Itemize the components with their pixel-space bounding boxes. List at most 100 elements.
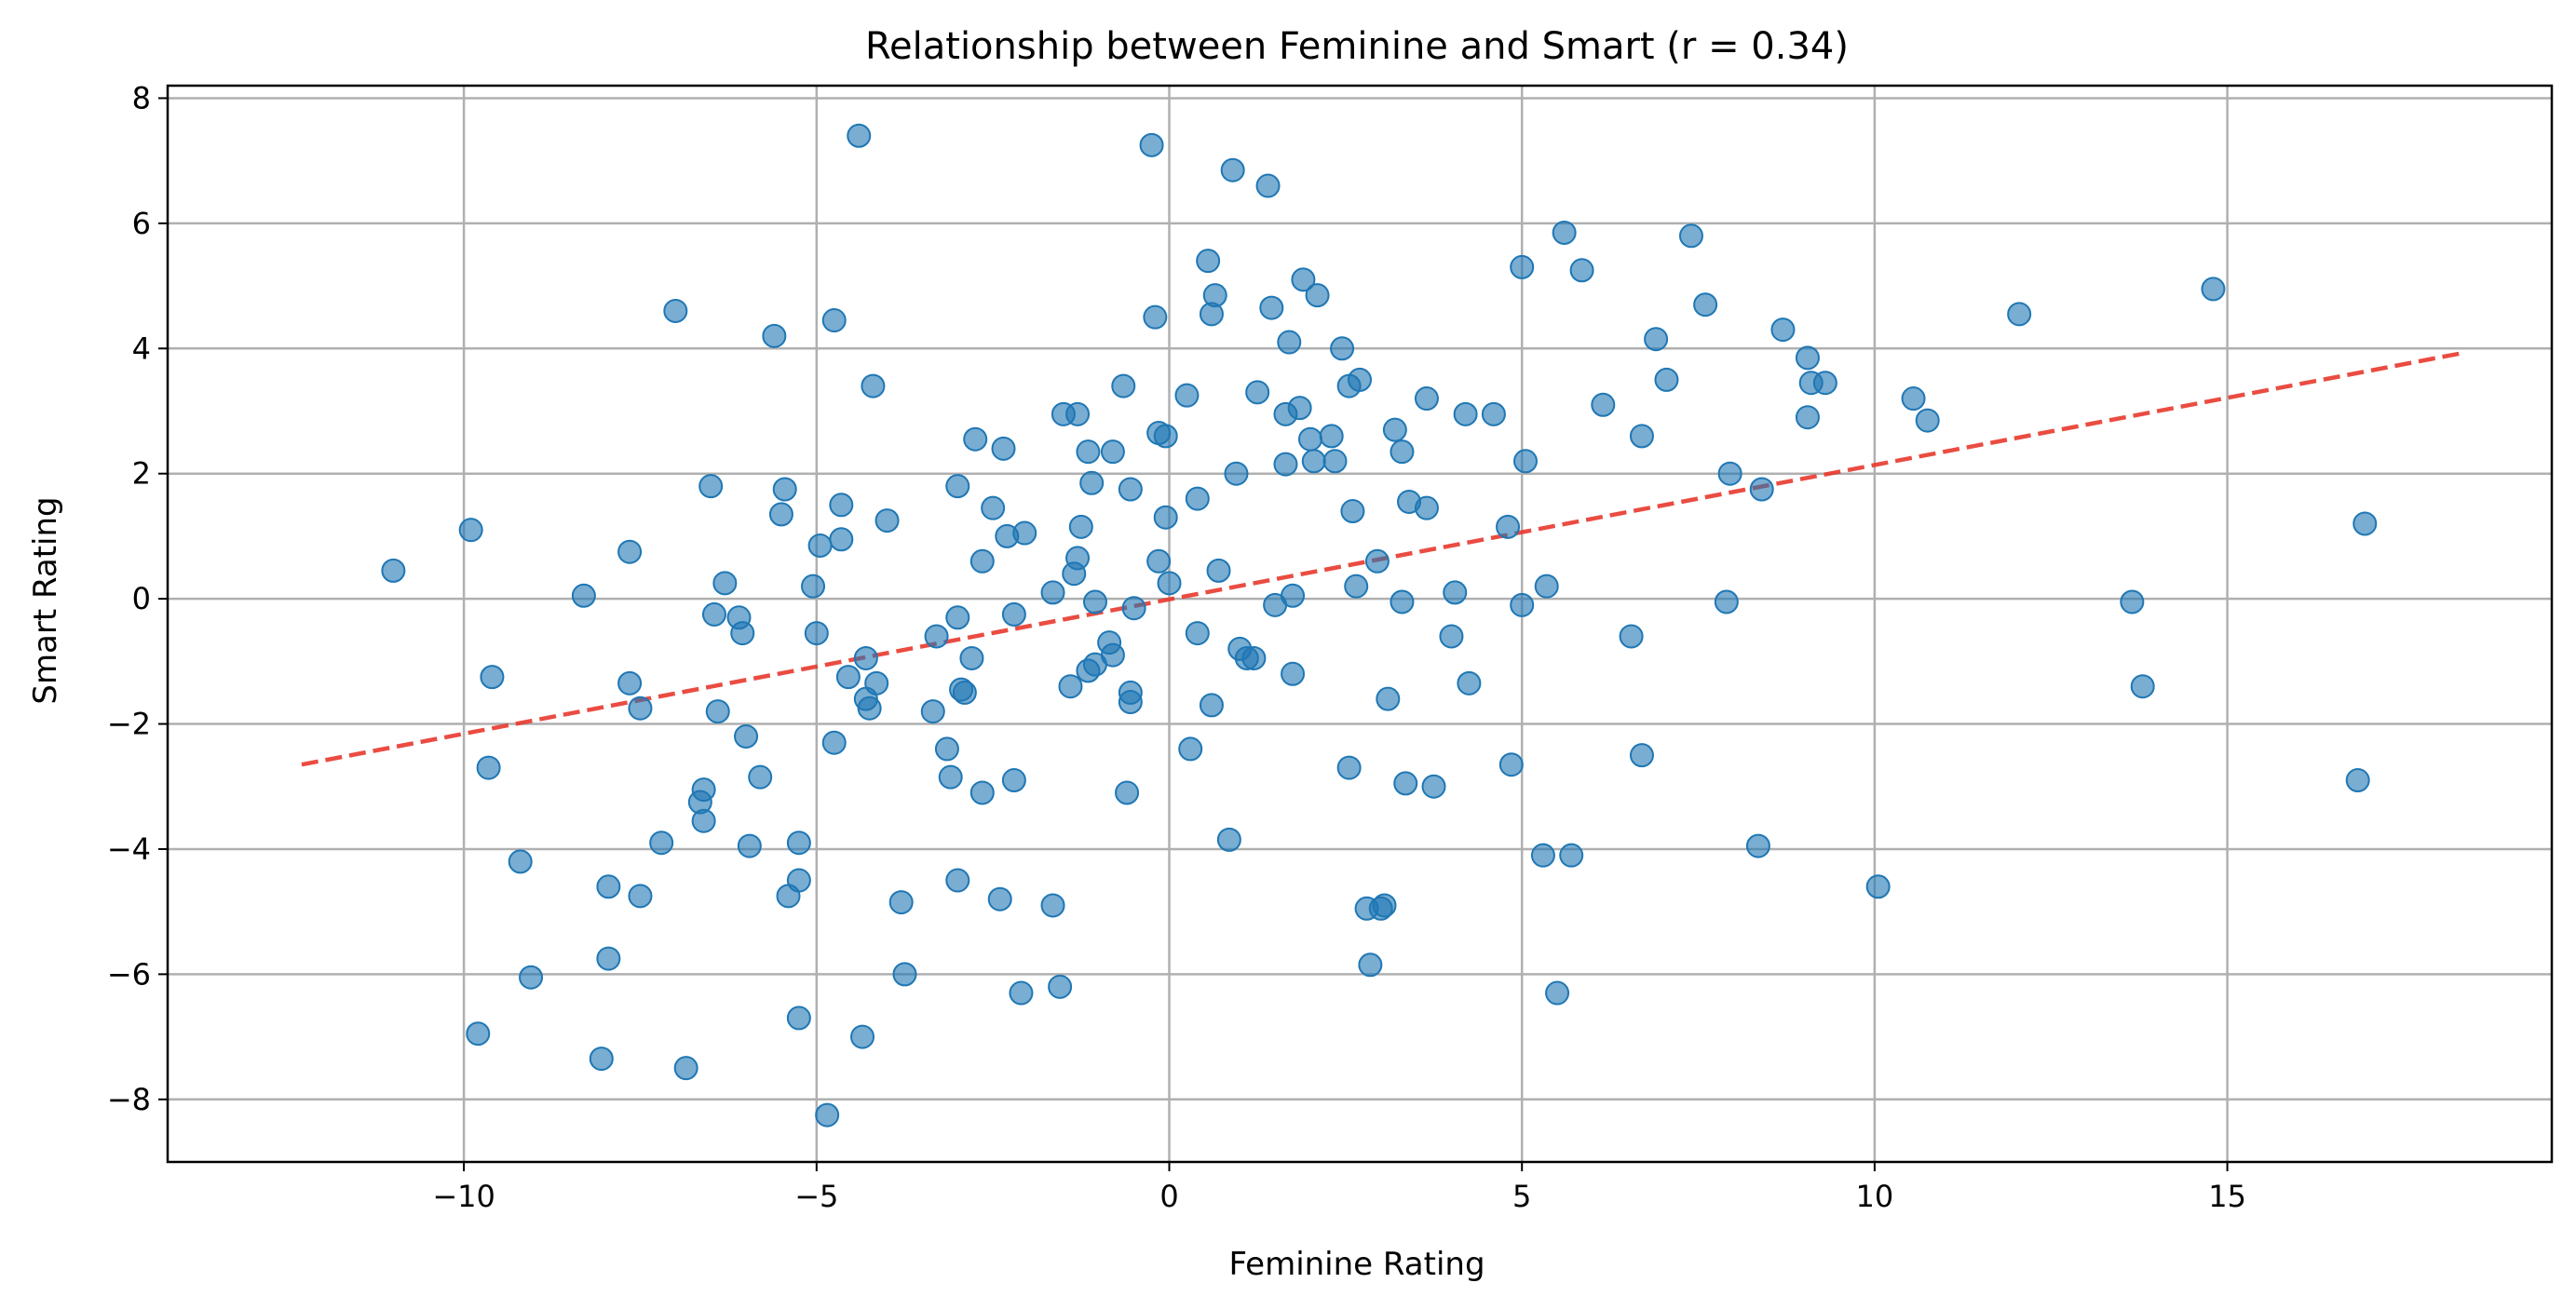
scatter-point bbox=[2345, 768, 2370, 793]
scatter-point bbox=[945, 868, 970, 893]
scatter-point bbox=[1453, 401, 1478, 426]
scatter-point bbox=[959, 645, 984, 670]
scatter-point bbox=[663, 298, 688, 323]
scatter-point bbox=[1591, 392, 1616, 417]
scatter-point bbox=[1545, 980, 1570, 1006]
scatter-point bbox=[1443, 580, 1468, 605]
scatter-point bbox=[1277, 330, 1302, 355]
scatter-point bbox=[1693, 292, 1718, 317]
scatter-point bbox=[712, 571, 738, 596]
scatter-point bbox=[1629, 743, 1654, 768]
scatter-point bbox=[734, 723, 759, 749]
scatter-point bbox=[1496, 514, 1521, 539]
y-tick-label: 2 bbox=[132, 456, 151, 492]
scatter-point bbox=[691, 808, 716, 833]
scatter-point bbox=[589, 1047, 614, 1072]
scatter-point bbox=[920, 699, 945, 724]
scatter-point bbox=[617, 539, 643, 564]
scatter-point bbox=[1770, 317, 1796, 343]
scatter-point bbox=[821, 730, 847, 755]
x-tick-label: 0 bbox=[1159, 1179, 1178, 1214]
scatter-point bbox=[1714, 589, 1739, 614]
scatter-point bbox=[1510, 254, 1535, 279]
scatter-point bbox=[1559, 843, 1584, 868]
scatter-point bbox=[1259, 295, 1284, 320]
scatter-point bbox=[835, 665, 861, 690]
scatter-point bbox=[1068, 514, 1093, 539]
scatter-point bbox=[864, 670, 889, 696]
scatter-point bbox=[934, 736, 959, 762]
ticks: −10 −5 0 5 10 15 −8 −6 −4 −2 0 2 4 6 8 bbox=[107, 80, 2246, 1214]
scatter-point bbox=[1178, 736, 1203, 762]
scatter-point bbox=[807, 533, 833, 558]
scatter-point bbox=[1118, 477, 1143, 502]
y-tick-label: 6 bbox=[132, 206, 151, 241]
scatter-point bbox=[1364, 548, 1390, 574]
scatter-point bbox=[1281, 661, 1306, 686]
scatter-point bbox=[705, 699, 730, 724]
scatter-point bbox=[1287, 396, 1312, 421]
scatter-point bbox=[1319, 424, 1344, 449]
scatter-point bbox=[829, 527, 854, 552]
scatter-point bbox=[1281, 583, 1306, 608]
scatter-point bbox=[1717, 461, 1742, 486]
scatter-point bbox=[1340, 499, 1365, 524]
scatter-point bbox=[945, 605, 970, 630]
plot-frame bbox=[166, 84, 2554, 1164]
scatter-point bbox=[1001, 601, 1026, 627]
scatter-point bbox=[1382, 417, 1407, 442]
x-tick-label: 5 bbox=[1512, 1179, 1531, 1214]
scatter-point bbox=[1336, 755, 1362, 780]
scatter-point bbox=[2007, 302, 2032, 327]
scatter-point bbox=[924, 624, 949, 649]
scatter-point bbox=[698, 474, 724, 499]
scatter-point bbox=[748, 764, 773, 790]
scatter-point bbox=[1185, 486, 1210, 511]
scatter-point bbox=[480, 665, 505, 690]
scatter-point bbox=[1510, 592, 1535, 617]
scatter-point bbox=[1174, 383, 1200, 408]
scatter-point bbox=[1498, 752, 1524, 777]
x-tick-label: 10 bbox=[1856, 1179, 1894, 1214]
scatter-point bbox=[596, 946, 621, 971]
y-axis-label: Smart Rating bbox=[27, 496, 64, 704]
scatter-point bbox=[1414, 386, 1439, 412]
scatter-point bbox=[1348, 367, 1372, 392]
scatter-point bbox=[1390, 589, 1415, 614]
scatter-point bbox=[850, 1024, 875, 1049]
scatter-point bbox=[874, 508, 900, 533]
scatter-point bbox=[1058, 674, 1083, 699]
scatter-point bbox=[381, 558, 406, 583]
scatter-point bbox=[768, 502, 793, 527]
scatter-point bbox=[963, 426, 988, 452]
scatter-point bbox=[1330, 336, 1355, 361]
scatter-point bbox=[804, 621, 829, 646]
scatter-point bbox=[888, 890, 914, 915]
scatter-point bbox=[857, 696, 882, 721]
scatter-point bbox=[829, 493, 854, 518]
x-tick-label: −10 bbox=[432, 1179, 495, 1214]
scatter-point bbox=[786, 831, 811, 856]
scatter-point bbox=[762, 323, 787, 348]
y-tick-label: 4 bbox=[132, 331, 151, 366]
scatter-point bbox=[628, 884, 653, 909]
chart-title: Relationship between Feminine and Smart … bbox=[865, 25, 1849, 68]
scatter-point bbox=[1079, 470, 1105, 495]
x-tick-label: −5 bbox=[794, 1179, 838, 1214]
scatter-point bbox=[691, 777, 716, 803]
scatter-point bbox=[466, 1021, 491, 1047]
scatter-point bbox=[1390, 439, 1415, 465]
scatter-point bbox=[1457, 670, 1482, 696]
scatter-point bbox=[1372, 893, 1397, 918]
scatter-point bbox=[1185, 621, 1210, 646]
scatter-point bbox=[892, 962, 917, 987]
scatter-point bbox=[1012, 520, 1037, 546]
scatter-point bbox=[1255, 173, 1281, 198]
scatter-point bbox=[1040, 893, 1065, 918]
scatter-point bbox=[730, 621, 755, 646]
scatter-point bbox=[821, 308, 847, 333]
y-tick-label: 0 bbox=[132, 581, 151, 616]
scatter-point bbox=[617, 670, 643, 696]
scatter-point bbox=[1199, 693, 1224, 718]
